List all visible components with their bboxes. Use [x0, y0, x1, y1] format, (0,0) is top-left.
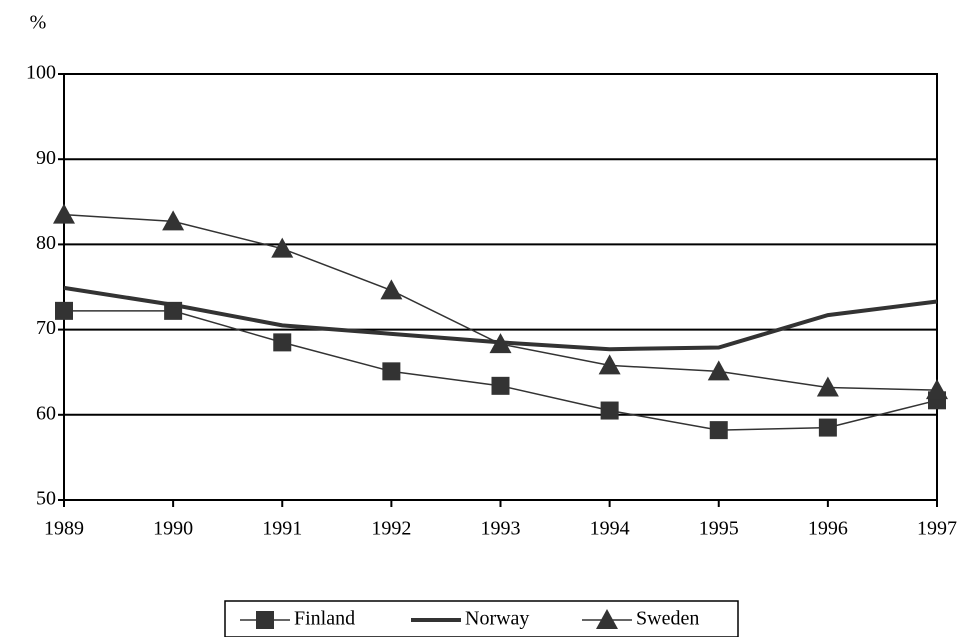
marker-triangle — [489, 333, 512, 354]
marker-square — [600, 401, 619, 420]
legend-box — [224, 600, 739, 637]
marker-square — [256, 611, 274, 629]
x-tick-label: 1990 — [153, 518, 193, 540]
y-tick-label: 90 — [36, 147, 56, 169]
x-tick-label: 1995 — [699, 518, 739, 540]
marker-square — [818, 418, 837, 437]
legend-label: Finland — [294, 608, 355, 630]
y-tick-label: 80 — [36, 232, 56, 254]
marker-triangle — [162, 210, 185, 231]
y-tick-label: 70 — [36, 317, 56, 339]
y-tick-label: 100 — [26, 62, 56, 84]
marker-triangle — [53, 203, 75, 224]
x-tick-label: 1997 — [917, 518, 957, 540]
marker-square — [491, 376, 510, 395]
marker-square — [382, 362, 401, 381]
plot-frame — [63, 73, 938, 501]
y-tick-label: 50 — [36, 488, 56, 510]
x-tick-label: 1994 — [590, 518, 630, 540]
legend-label: Sweden — [636, 608, 699, 630]
y-tick-label: 60 — [36, 402, 56, 424]
y-axis-label: % — [30, 12, 47, 34]
marker-triangle — [598, 354, 621, 375]
marker-triangle — [271, 237, 294, 258]
series-line — [63, 213, 938, 391]
x-tick-label: 1991 — [262, 518, 302, 540]
marker-triangle — [380, 279, 403, 300]
marker-triangle — [596, 609, 618, 629]
marker-triangle — [926, 379, 948, 400]
x-tick-label: 1996 — [808, 518, 848, 540]
marker-square — [709, 421, 728, 440]
legend-label: Norway — [465, 608, 529, 630]
marker-square — [55, 301, 73, 320]
marker-square — [273, 333, 292, 352]
marker-triangle — [816, 376, 839, 397]
x-tick-label: 1993 — [481, 518, 521, 540]
marker-triangle — [707, 360, 730, 381]
x-tick-label: 1989 — [44, 518, 84, 540]
x-tick-label: 1992 — [371, 518, 411, 540]
